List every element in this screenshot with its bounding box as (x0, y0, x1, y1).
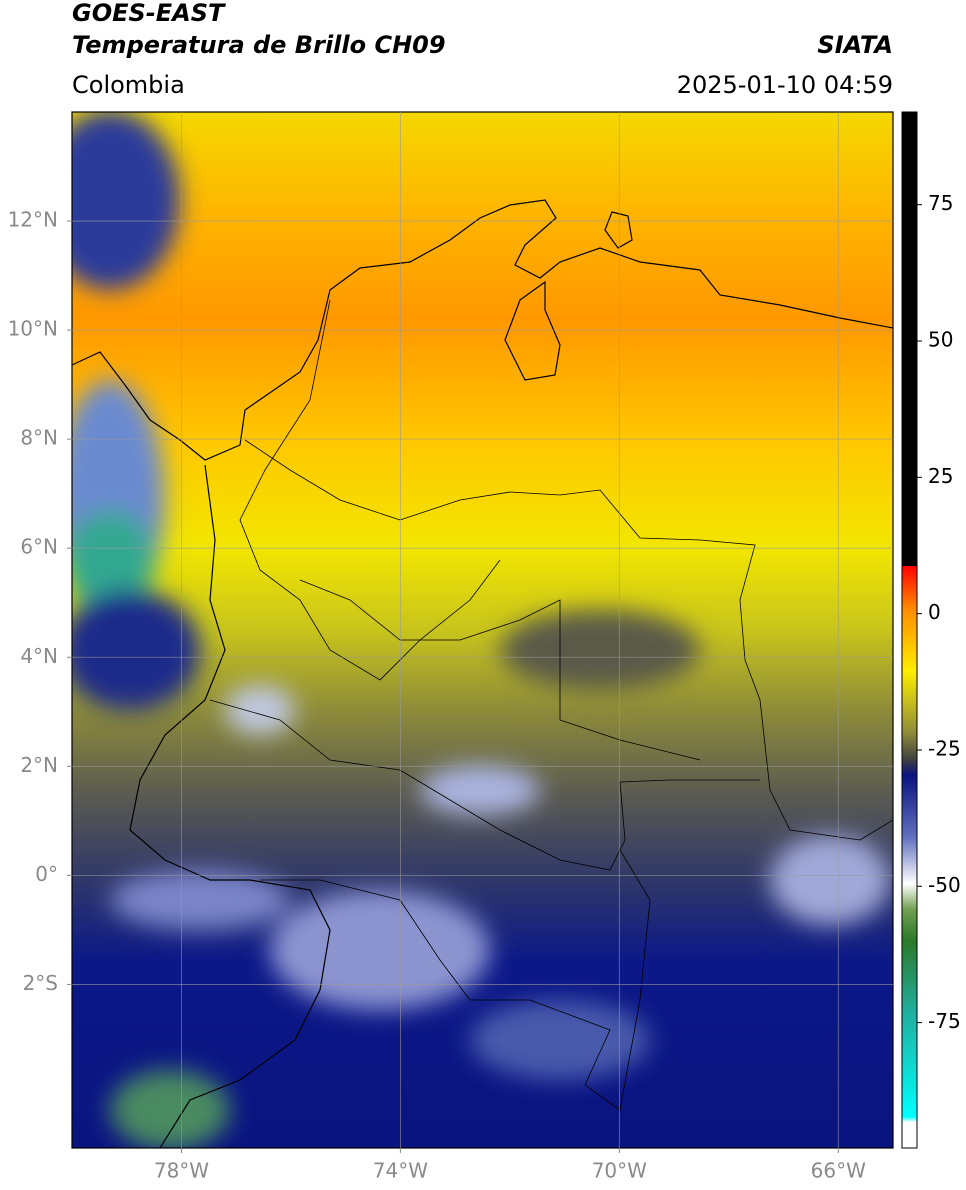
colorbar-tick-label: 0 (928, 600, 941, 624)
lon-tick-label: 74°W (373, 1159, 428, 1183)
colorbar-tick-label: 75 (928, 191, 953, 215)
satellite-name: GOES-EAST (72, 0, 226, 27)
lat-tick-label: 2°N (20, 753, 58, 777)
lat-tick-label: 8°N (20, 426, 58, 450)
lon-tick-label: 70°W (592, 1159, 647, 1183)
lon-tick-label: 66°W (811, 1159, 866, 1183)
region-label: Colombia (72, 71, 185, 99)
lat-tick-label: 2°S (23, 971, 58, 995)
coastlines (72, 199, 893, 1148)
lat-tick-label: 0° (35, 862, 58, 886)
lat-tick-label: 12°N (8, 208, 58, 232)
product-title: Temperatura de Brillo CH09 (72, 31, 446, 59)
colorbar-tick-label: 25 (928, 464, 953, 488)
satellite-image (72, 112, 893, 1148)
colorbar (901, 111, 918, 1149)
source-label: SIATA (817, 31, 893, 59)
datetime-label: 2025-01-10 04:59 (677, 71, 893, 99)
colorbar-tick-label: -25 (928, 736, 961, 760)
lat-tick-label: 10°N (8, 317, 58, 341)
colorbar-tick-label: -50 (928, 873, 961, 897)
map-frame (71, 111, 894, 1149)
lon-tick-label: 78°W (154, 1159, 209, 1183)
colorbar-tick-label: -75 (928, 1009, 961, 1033)
colorbar-tick-label: 50 (928, 328, 953, 352)
lat-tick-label: 6°N (20, 535, 58, 559)
lat-tick-label: 4°N (20, 644, 58, 668)
